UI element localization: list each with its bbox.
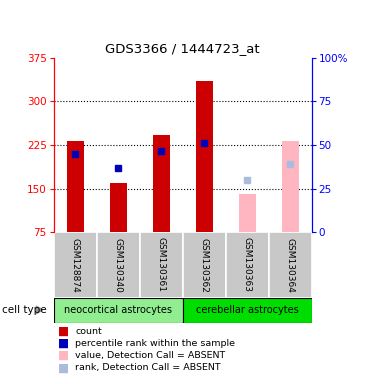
Text: cell type: cell type	[2, 305, 46, 315]
FancyBboxPatch shape	[269, 232, 312, 298]
Text: percentile rank within the sample: percentile rank within the sample	[75, 339, 235, 348]
Text: rank, Detection Call = ABSENT: rank, Detection Call = ABSENT	[75, 363, 221, 372]
Title: GDS3366 / 1444723_at: GDS3366 / 1444723_at	[105, 42, 260, 55]
Text: value, Detection Call = ABSENT: value, Detection Call = ABSENT	[75, 351, 226, 360]
Bar	[282, 141, 299, 232]
Text: GSM128874: GSM128874	[71, 238, 80, 292]
Bar	[152, 135, 170, 232]
FancyBboxPatch shape	[97, 232, 140, 298]
Text: cerebellar astrocytes: cerebellar astrocytes	[196, 305, 299, 315]
Text: GSM130361: GSM130361	[157, 237, 166, 293]
Text: ■: ■	[58, 361, 69, 374]
Text: GSM130362: GSM130362	[200, 238, 209, 292]
FancyBboxPatch shape	[226, 232, 269, 298]
Text: ■: ■	[58, 349, 69, 362]
FancyBboxPatch shape	[183, 298, 312, 323]
Bar	[196, 81, 213, 232]
Text: neocortical astrocytes: neocortical astrocytes	[64, 305, 172, 315]
FancyBboxPatch shape	[183, 232, 226, 298]
Text: ■: ■	[58, 337, 69, 350]
Text: GSM130340: GSM130340	[114, 238, 123, 292]
Text: GSM130363: GSM130363	[243, 237, 252, 293]
Bar	[239, 194, 256, 232]
FancyBboxPatch shape	[140, 232, 183, 298]
Text: ■: ■	[58, 324, 69, 338]
FancyBboxPatch shape	[54, 298, 183, 323]
Text: GSM130364: GSM130364	[286, 238, 295, 292]
Bar	[110, 183, 127, 232]
Text: count: count	[75, 326, 102, 336]
Bar	[67, 141, 84, 232]
Polygon shape	[36, 306, 43, 314]
FancyBboxPatch shape	[54, 232, 97, 298]
